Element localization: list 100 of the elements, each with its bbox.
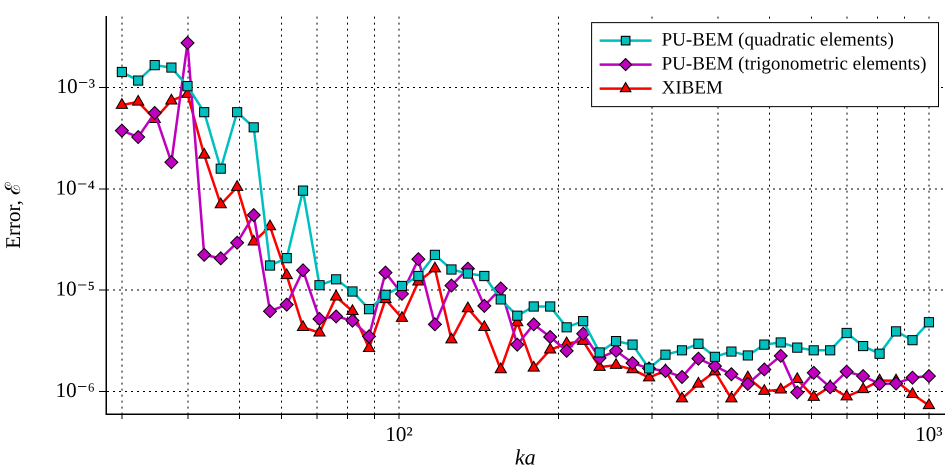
point — [858, 340, 868, 352]
point — [182, 81, 193, 92]
point — [444, 278, 458, 293]
point — [576, 326, 590, 341]
point — [660, 350, 671, 360]
x-tick-label: 10³ — [915, 422, 943, 446]
point — [872, 376, 887, 391]
x-axis-title: ka — [514, 444, 536, 470]
point — [842, 328, 852, 338]
point — [298, 186, 308, 196]
point — [658, 364, 672, 378]
point — [396, 311, 408, 322]
point — [314, 280, 325, 290]
point — [512, 310, 522, 321]
point — [792, 342, 802, 353]
point — [331, 274, 342, 284]
y-tick-label: 10⁻⁴ — [56, 175, 95, 200]
point — [562, 322, 572, 332]
point — [312, 312, 327, 326]
point — [462, 268, 473, 279]
point — [364, 304, 374, 314]
point — [413, 270, 424, 282]
point — [724, 367, 738, 382]
point — [264, 260, 276, 271]
point — [330, 290, 342, 301]
point — [116, 66, 127, 78]
point — [726, 346, 736, 357]
point — [428, 262, 442, 272]
point — [578, 316, 588, 326]
point — [479, 270, 490, 282]
point — [874, 348, 885, 359]
point — [693, 338, 704, 349]
point — [462, 301, 474, 312]
y-tick-label: 10⁻⁵ — [56, 276, 95, 301]
point — [216, 164, 226, 174]
point — [759, 340, 770, 350]
point — [282, 253, 292, 264]
point — [526, 317, 541, 332]
point — [246, 208, 261, 222]
point — [676, 345, 688, 356]
y-tick-label: 10⁻⁶ — [56, 378, 95, 402]
point — [544, 342, 556, 354]
point — [528, 360, 540, 372]
point — [346, 304, 359, 315]
point — [380, 290, 391, 300]
point — [199, 107, 210, 118]
point — [823, 380, 838, 394]
point — [248, 122, 259, 132]
point — [166, 62, 176, 73]
point — [924, 317, 934, 328]
point — [627, 340, 638, 350]
point — [362, 341, 376, 352]
point — [494, 362, 507, 374]
point — [296, 263, 310, 278]
point — [230, 236, 244, 250]
point — [889, 376, 904, 390]
point — [594, 347, 605, 358]
point — [808, 390, 820, 401]
point — [856, 382, 870, 394]
point — [313, 326, 326, 336]
point — [543, 330, 558, 344]
point — [231, 180, 244, 191]
point — [131, 130, 146, 144]
y-axis-title: Error, ℰ — [1, 182, 26, 249]
point — [396, 280, 408, 292]
point — [758, 384, 770, 395]
point — [347, 286, 358, 297]
point — [674, 370, 689, 384]
point — [856, 369, 870, 384]
point — [478, 320, 490, 332]
point — [280, 298, 294, 312]
point — [840, 390, 853, 400]
legend-label: XIBEM — [662, 78, 723, 99]
point — [774, 348, 788, 363]
point — [676, 392, 688, 402]
point — [740, 376, 755, 391]
point — [791, 372, 804, 384]
point — [296, 320, 310, 332]
point — [164, 155, 178, 170]
point — [496, 294, 506, 305]
point — [560, 344, 574, 358]
point — [362, 329, 376, 344]
point — [263, 304, 278, 318]
point — [742, 350, 753, 361]
y-tick-label: 10⁻³ — [56, 74, 95, 98]
point — [626, 356, 640, 370]
point — [148, 106, 162, 120]
point — [430, 250, 440, 260]
point — [477, 298, 492, 313]
point — [180, 36, 195, 50]
point — [710, 352, 720, 362]
point — [907, 335, 918, 346]
point — [214, 251, 228, 266]
point — [610, 358, 622, 369]
point — [922, 398, 936, 410]
point — [790, 385, 804, 400]
point — [776, 337, 786, 348]
point — [906, 387, 919, 398]
point — [725, 392, 738, 402]
point — [345, 314, 360, 328]
